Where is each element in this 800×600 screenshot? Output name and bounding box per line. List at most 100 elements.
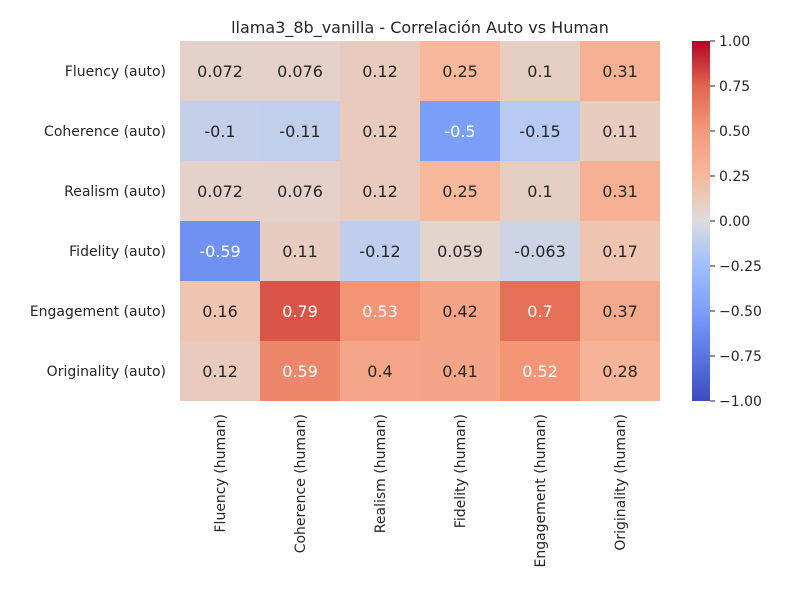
heatmap-cell (260, 161, 340, 221)
heatmap-cell (580, 341, 660, 401)
heatmap-cell (580, 221, 660, 281)
heatmap-cell (340, 41, 420, 101)
colorbar-tick-label: 0.75 (719, 79, 750, 95)
heatmap-cell (580, 161, 660, 221)
column-label: Realism (human) (373, 414, 389, 533)
heatmap-cell (260, 221, 340, 281)
colorbar-tick-label: 0.50 (719, 124, 750, 140)
cell-value-label: -0.59 (199, 242, 240, 261)
cell-value-label: 0.79 (282, 302, 318, 321)
colorbar-tick-label: 0.00 (719, 214, 750, 230)
heatmap-cell (500, 161, 580, 221)
heatmap-cell (260, 341, 340, 401)
heatmap-cell (340, 221, 420, 281)
cell-value-label: 0.11 (602, 122, 638, 141)
column-label: Fidelity (human) (453, 414, 469, 528)
colorbar-tick-label: −1.00 (719, 394, 762, 410)
heatmap-cell (580, 41, 660, 101)
cell-value-label: 0.1 (527, 182, 552, 201)
cell-value-label: 0.37 (602, 302, 638, 321)
cell-value-label: 0.11 (282, 242, 318, 261)
row-label: Originality (auto) (47, 364, 166, 380)
heatmap-cell (340, 341, 420, 401)
cell-value-label: 0.12 (202, 362, 238, 381)
row-label: Fidelity (auto) (69, 244, 166, 260)
cell-value-label: 0.59 (282, 362, 318, 381)
cell-value-label: 0.41 (442, 362, 478, 381)
heatmap-cell (500, 41, 580, 101)
cell-value-label: -0.063 (514, 242, 566, 261)
row-labels: Fluency (auto) Coherence (auto) Realism (a… (30, 64, 166, 380)
heatmap-cell (180, 281, 260, 341)
cell-value-label: 0.28 (602, 362, 638, 381)
cell-value-label: 0.4 (367, 362, 392, 381)
heatmap-cell (180, 101, 260, 161)
column-label: Engagement (human) (533, 414, 549, 568)
cell-value-label: 0.12 (362, 62, 398, 81)
colorbar-tick-label: −0.75 (719, 349, 762, 365)
cell-value-label: -0.15 (519, 122, 560, 141)
cell-value-label: 0.059 (437, 242, 483, 261)
heatmap-cell (260, 41, 340, 101)
cell-value-label: 0.16 (202, 302, 238, 321)
heatmap-cell (260, 101, 340, 161)
column-label: Coherence (human) (293, 414, 309, 553)
row-label: Fluency (auto) (65, 64, 166, 80)
heatmap-cell (420, 341, 500, 401)
column-labels: Fluency (human) Coherence (human) Realism … (213, 414, 629, 568)
cell-value-label: 0.42 (442, 302, 478, 321)
cell-value-label: 0.072 (197, 62, 243, 81)
heatmap-cell (420, 101, 500, 161)
heatmap-cell (420, 161, 500, 221)
cell-value-label: 0.52 (522, 362, 558, 381)
chart-title: llama3_8b_vanilla - Correlación Auto vs … (231, 18, 609, 38)
heatmap-cell (500, 101, 580, 161)
column-label: Fluency (human) (213, 414, 229, 533)
heatmap-cells: 0.072 0.076 0.12 0.25 0.1 0.31 -0.1 -0.11 0.12 -0… (180, 41, 660, 401)
heatmap-cell (500, 341, 580, 401)
cell-value-label: 0.076 (277, 182, 323, 201)
heatmap-cell (180, 221, 260, 281)
heatmap-cell (500, 281, 580, 341)
heatmap-cell (340, 101, 420, 161)
heatmap-cell (580, 281, 660, 341)
cell-value-label: 0.12 (362, 182, 398, 201)
heatmap-cell (180, 41, 260, 101)
colorbar-tick-label: −0.25 (719, 259, 762, 275)
cell-value-label: 0.25 (442, 62, 478, 81)
cell-value-label: -0.5 (444, 122, 475, 141)
cell-value-label: -0.1 (204, 122, 235, 141)
colorbar: 1.00 0.75 0.50 0.25 0.00 −0.25 −0.50 −0.75 −1.00 (692, 34, 762, 410)
colorbar-gradient (692, 41, 710, 401)
colorbar-tick-label: 0.25 (719, 169, 750, 185)
cell-value-label: 0.31 (602, 182, 638, 201)
cell-value-label: 0.17 (602, 242, 638, 261)
heatmap-cell (580, 101, 660, 161)
row-label: Realism (auto) (64, 184, 166, 200)
colorbar-tick-label: 1.00 (719, 34, 750, 50)
row-label: Engagement (auto) (30, 304, 166, 320)
colorbar-ticks: 1.00 0.75 0.50 0.25 0.00 −0.25 −0.50 −0.75 −1.00 (710, 34, 762, 410)
heatmap-cell (420, 221, 500, 281)
cell-value-label: 0.25 (442, 182, 478, 201)
cell-value-label: -0.11 (279, 122, 320, 141)
heatmap-cell (420, 41, 500, 101)
heatmap-cell (180, 161, 260, 221)
colorbar-tick-label: −0.50 (719, 304, 762, 320)
heatmap-cell (340, 161, 420, 221)
column-label: Originality (human) (613, 414, 629, 551)
cell-value-label: 0.072 (197, 182, 243, 201)
cell-value-label: 0.1 (527, 62, 552, 81)
cell-value-label: 0.31 (602, 62, 638, 81)
cell-value-label: 0.076 (277, 62, 323, 81)
heatmap-cell (340, 281, 420, 341)
cell-value-label: 0.12 (362, 122, 398, 141)
cell-value-label: 0.7 (527, 302, 552, 321)
heatmap-cell (180, 341, 260, 401)
row-label: Coherence (auto) (44, 124, 166, 140)
heatmap-cell (500, 221, 580, 281)
cell-value-label: -0.12 (359, 242, 400, 261)
cell-value-label: 0.53 (362, 302, 398, 321)
heatmap-cell (260, 281, 340, 341)
